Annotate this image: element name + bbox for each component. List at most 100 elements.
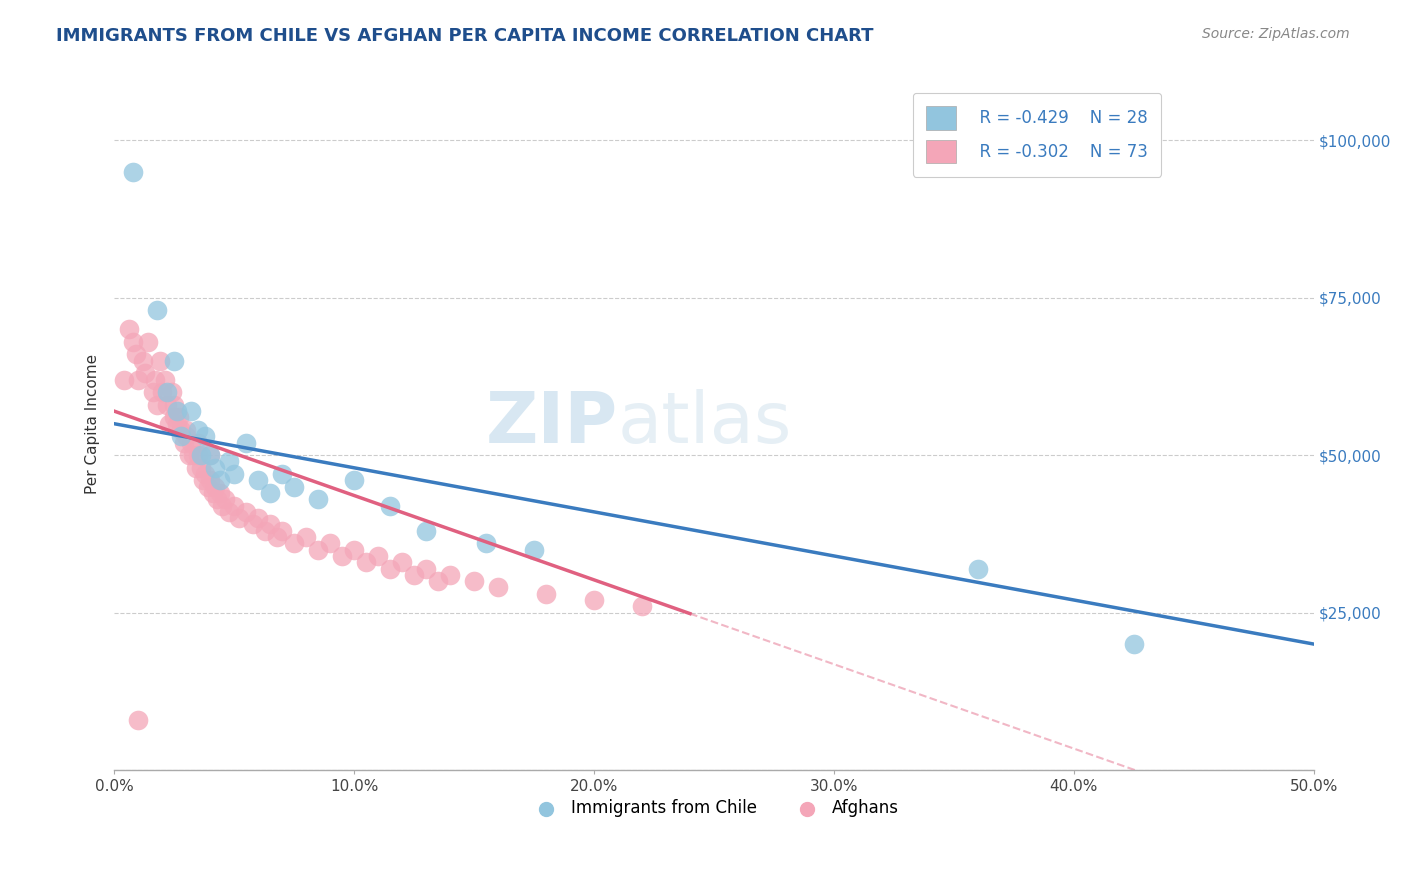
Point bbox=[354, 555, 377, 569]
Point bbox=[198, 448, 221, 462]
Point bbox=[247, 474, 270, 488]
Point bbox=[391, 555, 413, 569]
Point bbox=[153, 373, 176, 387]
Point bbox=[166, 404, 188, 418]
Point bbox=[271, 467, 294, 481]
Text: ZIP: ZIP bbox=[485, 389, 619, 458]
Point bbox=[218, 505, 240, 519]
Point bbox=[122, 165, 145, 179]
Point bbox=[343, 542, 366, 557]
Point bbox=[534, 587, 557, 601]
Point bbox=[208, 486, 231, 500]
Point bbox=[122, 334, 145, 349]
Point bbox=[378, 499, 401, 513]
Point bbox=[166, 417, 188, 431]
Point bbox=[150, 385, 173, 400]
Point bbox=[163, 353, 186, 368]
Text: atlas: atlas bbox=[619, 389, 793, 458]
Point bbox=[295, 530, 318, 544]
Point bbox=[283, 536, 305, 550]
Text: IMMIGRANTS FROM CHILE VS AFGHAN PER CAPITA INCOME CORRELATION CHART: IMMIGRANTS FROM CHILE VS AFGHAN PER CAPI… bbox=[56, 27, 873, 45]
Point bbox=[582, 593, 605, 607]
Point bbox=[259, 486, 281, 500]
Point bbox=[247, 511, 270, 525]
Point bbox=[259, 517, 281, 532]
Point bbox=[218, 454, 240, 468]
Point bbox=[242, 517, 264, 532]
Point bbox=[160, 385, 183, 400]
Point bbox=[134, 367, 156, 381]
Point bbox=[177, 448, 200, 462]
Point bbox=[415, 524, 437, 538]
Point bbox=[125, 347, 148, 361]
Point bbox=[404, 567, 426, 582]
Point bbox=[136, 334, 159, 349]
Point bbox=[157, 417, 180, 431]
Point bbox=[187, 423, 209, 437]
Point bbox=[183, 448, 205, 462]
Text: Source: ZipAtlas.com: Source: ZipAtlas.com bbox=[1202, 27, 1350, 41]
Point bbox=[156, 385, 179, 400]
Point bbox=[146, 303, 169, 318]
Point bbox=[1122, 637, 1144, 651]
Point bbox=[204, 460, 226, 475]
Y-axis label: Per Capita Income: Per Capita Income bbox=[86, 353, 100, 494]
Point bbox=[149, 353, 172, 368]
Point bbox=[486, 581, 509, 595]
Point bbox=[427, 574, 450, 588]
Point bbox=[156, 398, 179, 412]
Point bbox=[228, 511, 250, 525]
Point bbox=[180, 404, 202, 418]
Point bbox=[197, 480, 219, 494]
Point bbox=[112, 373, 135, 387]
Point bbox=[180, 435, 202, 450]
Point bbox=[163, 398, 186, 412]
Point bbox=[523, 542, 546, 557]
Point bbox=[367, 549, 389, 563]
Point bbox=[307, 492, 329, 507]
Point bbox=[167, 410, 190, 425]
Point bbox=[194, 429, 217, 443]
Point bbox=[146, 398, 169, 412]
Point bbox=[475, 536, 498, 550]
Point bbox=[207, 492, 229, 507]
Point bbox=[204, 480, 226, 494]
Point bbox=[439, 567, 461, 582]
Point bbox=[463, 574, 485, 588]
Legend: Immigrants from Chile, Afghans: Immigrants from Chile, Afghans bbox=[523, 793, 905, 824]
Point bbox=[142, 385, 165, 400]
Point bbox=[631, 599, 654, 614]
Point bbox=[190, 460, 212, 475]
Point bbox=[194, 467, 217, 481]
Point bbox=[190, 448, 212, 462]
Point bbox=[174, 423, 197, 437]
Point bbox=[191, 474, 214, 488]
Point bbox=[224, 499, 246, 513]
Point bbox=[132, 353, 155, 368]
Point bbox=[127, 713, 149, 727]
Point bbox=[173, 435, 195, 450]
Point bbox=[235, 435, 257, 450]
Point bbox=[343, 474, 366, 488]
Point bbox=[214, 492, 236, 507]
Point bbox=[174, 429, 197, 443]
Point bbox=[163, 410, 186, 425]
Point bbox=[211, 499, 233, 513]
Point bbox=[170, 429, 193, 443]
Point bbox=[235, 505, 257, 519]
Point bbox=[224, 467, 246, 481]
Point bbox=[143, 373, 166, 387]
Point bbox=[378, 561, 401, 575]
Point bbox=[283, 480, 305, 494]
Point bbox=[967, 561, 990, 575]
Point bbox=[319, 536, 342, 550]
Point bbox=[307, 542, 329, 557]
Point bbox=[187, 448, 209, 462]
Point bbox=[187, 435, 209, 450]
Point bbox=[266, 530, 288, 544]
Point bbox=[198, 474, 221, 488]
Point bbox=[271, 524, 294, 538]
Point bbox=[198, 448, 221, 462]
Point bbox=[254, 524, 277, 538]
Point bbox=[127, 373, 149, 387]
